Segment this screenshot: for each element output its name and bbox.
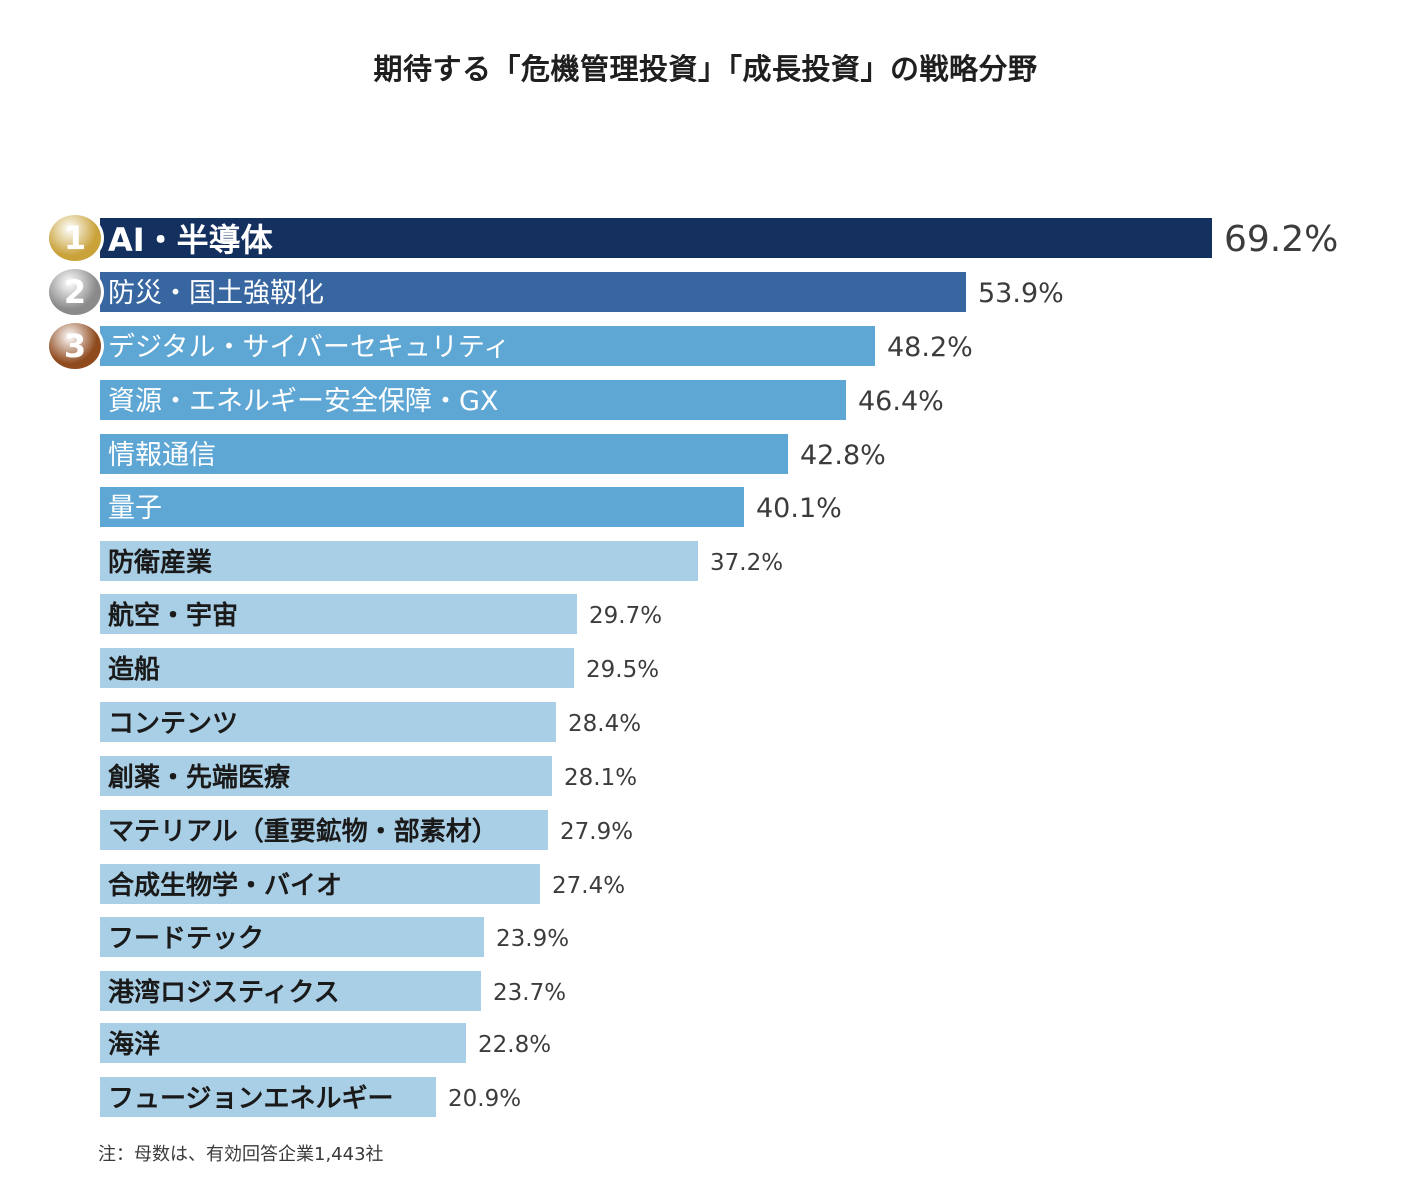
category-label: 資源・エネルギー安全保障・GX [108, 386, 499, 417]
category-label: 量子 [108, 493, 162, 524]
category-label: コンテンツ [108, 709, 239, 739]
category-label: 海洋 [108, 1030, 161, 1060]
data-label: 37.2% [710, 550, 784, 576]
data-label: 23.7% [493, 980, 567, 1006]
data-label: 28.4% [568, 711, 642, 737]
category-label: 創薬・先端医療 [108, 763, 291, 793]
bar: 港湾ロジスティクス [100, 971, 481, 1011]
data-label: 29.5% [586, 657, 660, 683]
data-label: 23.9% [496, 926, 570, 952]
bar: 量子 [100, 487, 744, 527]
bar: デジタル・サイバーセキュリティ [100, 326, 875, 366]
category-label: マテリアル（重要鉱物・部素材） [108, 817, 498, 847]
category-label: 情報通信 [108, 440, 216, 471]
bar: 防衛産業 [100, 541, 698, 581]
data-label: 28.1% [564, 765, 638, 791]
chart-note: 注：母数は、有効回答企業1,443社 [98, 1144, 384, 1165]
bar: フュージョンエネルギー [100, 1077, 436, 1117]
category-label: 航空・宇宙 [108, 601, 239, 631]
category-label: フードテック [108, 924, 265, 954]
bar: 航空・宇宙 [100, 594, 577, 634]
bar: 合成生物学・バイオ [100, 864, 540, 904]
bar: 造船 [100, 648, 574, 688]
data-label: 22.8% [478, 1032, 552, 1058]
bar: フードテック [100, 917, 484, 957]
category-label: デジタル・サイバーセキュリティ [108, 332, 511, 363]
rank-badge: 2 [46, 266, 104, 318]
bar: AI・半導体 [100, 218, 1212, 259]
category-label: AI・半導体 [108, 221, 273, 259]
data-label: 42.8% [800, 440, 886, 471]
chart-title: 期待する「危機管理投資」「成長投資」の戦略分野 [373, 52, 1038, 86]
data-label: 48.2% [887, 332, 973, 363]
category-label: フュージョンエネルギー [108, 1084, 394, 1114]
data-label: 53.9% [978, 278, 1064, 309]
category-label: 合成生物学・バイオ [108, 871, 343, 901]
rank-badge: 3 [46, 320, 104, 372]
bar: マテリアル（重要鉱物・部素材） [100, 810, 548, 850]
data-label: 69.2% [1224, 219, 1339, 260]
category-label: 造船 [108, 655, 161, 685]
bar: 情報通信 [100, 434, 788, 474]
bar: 海洋 [100, 1023, 466, 1063]
category-label: 防衛産業 [108, 548, 213, 578]
data-label: 20.9% [448, 1086, 522, 1112]
bar: 創薬・先端医療 [100, 756, 552, 796]
data-label: 40.1% [756, 493, 842, 524]
rank-badge: 1 [46, 212, 104, 264]
data-label: 46.4% [858, 386, 944, 417]
bar: 資源・エネルギー安全保障・GX [100, 380, 846, 420]
data-label: 29.7% [589, 603, 663, 629]
bar: 防災・国土強靱化 [100, 272, 966, 312]
bar: コンテンツ [100, 702, 556, 742]
data-label: 27.4% [552, 873, 626, 899]
category-label: 港湾ロジスティクス [108, 978, 340, 1008]
category-label: 防災・国土強靱化 [108, 278, 324, 309]
data-label: 27.9% [560, 819, 634, 845]
